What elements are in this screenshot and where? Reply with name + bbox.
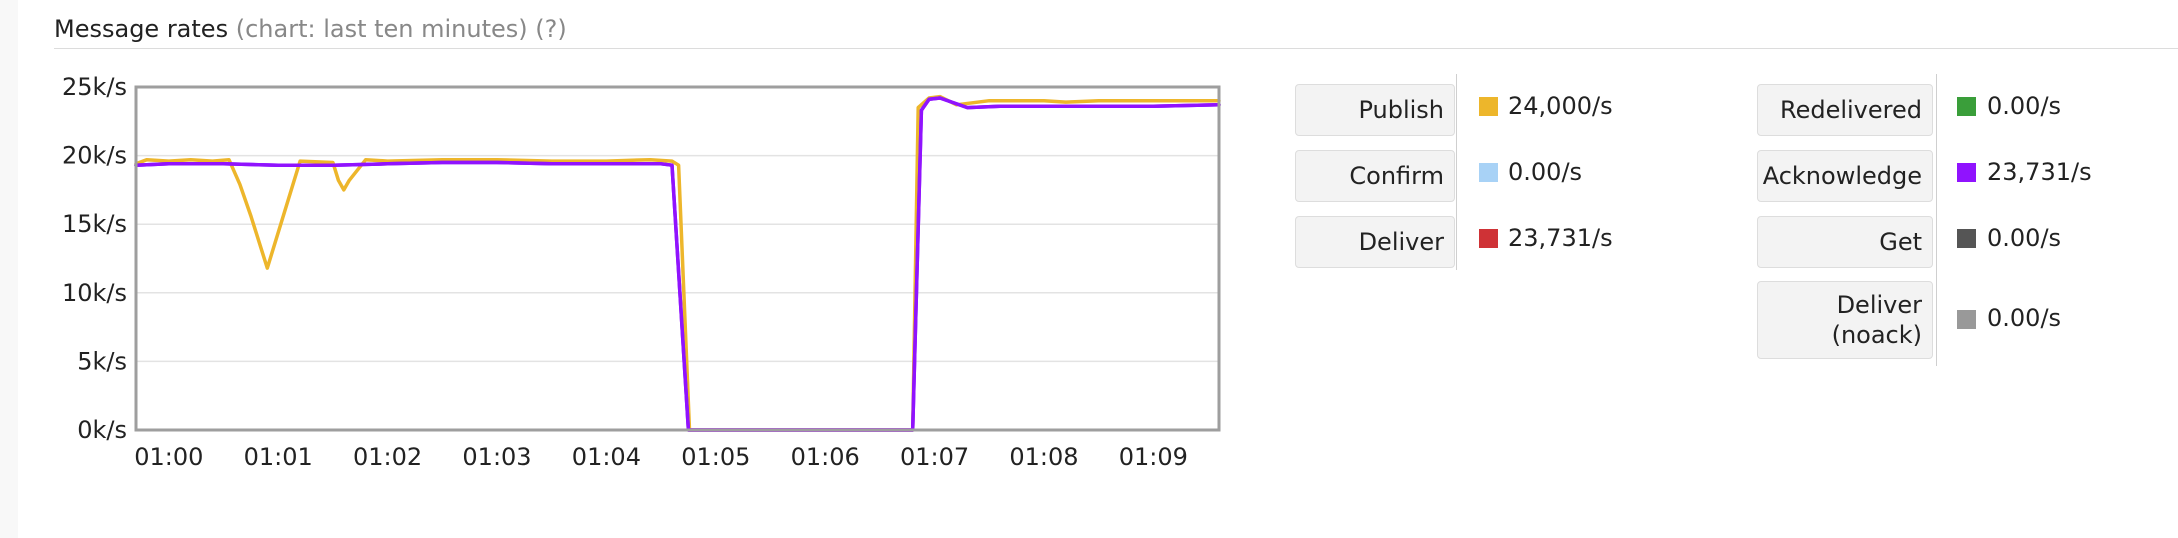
x-tick-label: 01:09 (1119, 443, 1188, 471)
plot-border (134, 85, 1221, 432)
legend-acknowledge-swatch (1957, 163, 1976, 182)
help-link[interactable]: (?) (535, 15, 567, 43)
legend-get-swatch (1957, 229, 1976, 248)
x-tick-label: 01:04 (572, 443, 641, 471)
x-tick-label: 01:06 (791, 443, 860, 471)
legend-publish-label: Publish (1358, 96, 1444, 124)
legend-deliver-value: 23,731/s (1508, 224, 1613, 252)
legend-deliver-noack-value: 0.00/s (1987, 304, 2062, 332)
legend-deliver-label: Deliver (1358, 228, 1444, 256)
legend-redelivered-label: Redelivered (1779, 96, 1922, 124)
y-tick-label: 25k/s (62, 73, 127, 101)
legend-left-divider (1456, 74, 1457, 270)
x-tick-label: 01:02 (353, 443, 422, 471)
x-tick-label: 01:00 (134, 443, 203, 471)
legend-get-label: Get (1879, 228, 1922, 256)
legend-deliver-swatch (1479, 229, 1498, 248)
series-line-publish (134, 94, 1221, 432)
x-tick-label: 01:03 (462, 443, 531, 471)
legend-acknowledge-value: 23,731/s (1987, 158, 2092, 186)
legend-get-value: 0.00/s (1987, 224, 2062, 252)
legend-confirm-value: 0.00/s (1508, 158, 1583, 186)
legend-acknowledge-label: Acknowledge (1762, 162, 1922, 190)
legend-redelivered-value: 0.00/s (1987, 92, 2062, 120)
legend-redelivered-button[interactable]: Redelivered (1757, 84, 1933, 136)
legend-deliver-noack-button[interactable]: Deliver (noack) (1757, 281, 1933, 359)
message-rates-panel: Message rates (chart: last ten minutes) … (18, 0, 2178, 538)
x-tick-label: 01:08 (1009, 443, 1078, 471)
legend-deliver-noack-label-line1: Deliver (1836, 291, 1922, 319)
message-rates-chart: 0k/s 5k/s 10k/s 15k/s 20k/s 25k/s 01:00 01:01 01… (62, 73, 1221, 471)
legend-publish-swatch (1479, 97, 1498, 116)
chart-range-label: (chart: last ten minutes) (235, 15, 528, 43)
legend-publish-button[interactable]: Publish (1295, 84, 1455, 136)
section-title: Message rates (54, 15, 229, 43)
series-line-acknowledge (134, 96, 1221, 432)
x-tick-label: 01:07 (900, 443, 969, 471)
y-tick-label: 0k/s (77, 416, 127, 444)
legend-get-button[interactable]: Get (1757, 216, 1933, 268)
legend-confirm-button[interactable]: Confirm (1295, 150, 1455, 202)
legend-confirm-swatch (1479, 163, 1498, 182)
legend-right-divider (1936, 74, 1937, 366)
legend-acknowledge-button[interactable]: Acknowledge (1757, 150, 1933, 202)
legend-publish-value: 24,000/s (1508, 92, 1613, 120)
y-tick-label: 15k/s (62, 210, 127, 238)
legend-deliver-noack-label-line2: (noack) (1831, 321, 1922, 349)
section-header: Message rates (chart: last ten minutes) … (54, 12, 567, 46)
legend-deliver-button[interactable]: Deliver (1295, 216, 1455, 268)
y-tick-label: 20k/s (62, 142, 127, 170)
y-tick-label: 5k/s (77, 347, 127, 375)
legend-confirm-label: Confirm (1349, 162, 1444, 190)
x-tick-label: 01:01 (244, 443, 313, 471)
legend-redelivered-swatch (1957, 97, 1976, 116)
x-tick-label: 01:05 (681, 443, 750, 471)
header-divider (54, 48, 2178, 49)
y-tick-label: 10k/s (62, 279, 127, 307)
legend-deliver-noack-swatch (1957, 310, 1976, 329)
